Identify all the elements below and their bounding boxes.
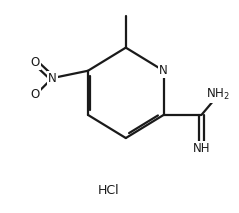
Text: HCl: HCl	[98, 184, 120, 197]
Text: O: O	[31, 88, 40, 101]
Text: N: N	[48, 72, 57, 85]
Text: NH: NH	[193, 142, 210, 155]
Text: O: O	[31, 56, 40, 69]
Text: N: N	[159, 64, 168, 77]
Text: NH$_2$: NH$_2$	[206, 87, 230, 102]
